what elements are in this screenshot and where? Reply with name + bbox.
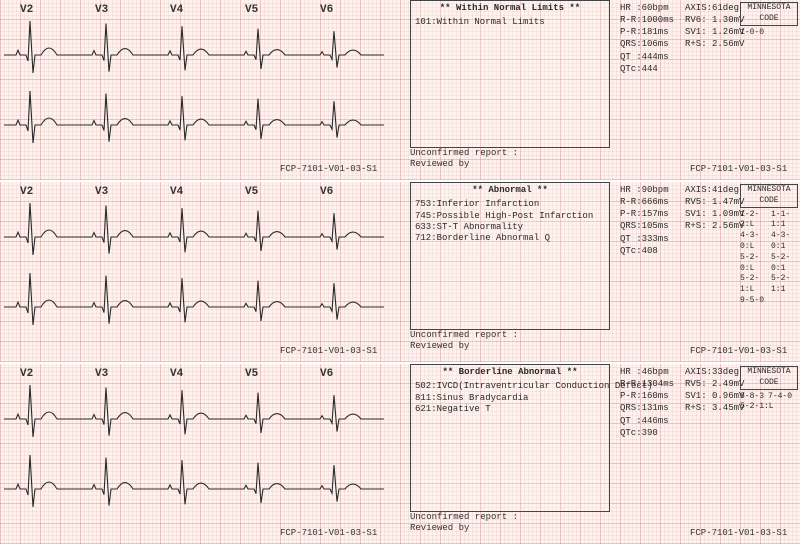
ecg-waveform-area: V2 V3 V4 V5 V6 bbox=[0, 182, 400, 362]
meas-item: HR :90bpm bbox=[620, 184, 690, 196]
footer-code: FCP-7101-V01-03-S1 bbox=[690, 346, 787, 356]
meas-item: RV6: 1.30mV bbox=[685, 14, 745, 26]
report-footer-line: Unconfirmed report : bbox=[410, 330, 610, 341]
meas-item: HR :60bpm bbox=[620, 2, 690, 14]
minnesota-code-box: MINNESOTA CODE 1-0-0 bbox=[740, 2, 798, 38]
report-box: ** Abnormal ** 753:Inferior Infarction 7… bbox=[410, 182, 610, 330]
report-title: ** Borderline Abnormal ** bbox=[415, 367, 605, 378]
mn-code: 5-2-1:L bbox=[740, 274, 767, 296]
mn-code: 4-3-0:1 bbox=[771, 231, 798, 253]
measurements-col1: HR :90bpm R-R:666ms P-R:157ms QRS:105ms … bbox=[620, 184, 690, 257]
meas-item: R+S: 2.56mV bbox=[685, 220, 745, 232]
meas-item: R+S: 2.56mV bbox=[685, 38, 745, 50]
report-footer-line: Reviewed by bbox=[410, 159, 610, 170]
mn-code: 1-0-0 bbox=[740, 28, 764, 39]
report-footer-line: Unconfirmed report : bbox=[410, 512, 610, 523]
meas-item: AXIS:41deg bbox=[685, 184, 745, 196]
measurements-col1: HR :60bpm R-R:1000ms P-R:181ms QRS:106ms… bbox=[620, 2, 690, 75]
meas-item: HR :46bpm bbox=[620, 366, 690, 378]
meas-item: SV1: 0.96mV bbox=[685, 390, 745, 402]
report-title: ** Within Normal Limits ** bbox=[415, 3, 605, 14]
meas-item: R-R:1000ms bbox=[620, 14, 690, 26]
report-box: ** Borderline Abnormal ** 502:IVCD(Intra… bbox=[410, 364, 610, 512]
meas-item: AXIS:61deg bbox=[685, 2, 745, 14]
mn-code: 1-1-1:1 bbox=[771, 210, 798, 232]
footer-code: FCP-7101-V01-03-S1 bbox=[690, 164, 787, 174]
meas-item: QTc:408 bbox=[620, 245, 690, 257]
meas-item: QT :446ms bbox=[620, 415, 690, 427]
mn-code: 7-4-0 bbox=[768, 392, 792, 403]
meas-item: SV1: 1.09mV bbox=[685, 208, 745, 220]
mn-header: MINNESOTA CODE bbox=[740, 2, 798, 26]
report-line: 502:IVCD(Intraventricular Conduction Def… bbox=[415, 381, 605, 392]
meas-item: RV5: 1.47mV bbox=[685, 196, 745, 208]
meas-item: P-R:160ms bbox=[620, 390, 690, 402]
minnesota-code-box: MINNESOTA CODE 8-8-3 7-4-0 5-2-1:L bbox=[740, 366, 798, 413]
ecg-trace bbox=[0, 182, 400, 342]
ecg-strip-2: V2 V3 V4 V5 V6 ** Abnormal ** 753:Inferi… bbox=[0, 182, 800, 364]
report-line: 621:Negative T bbox=[415, 404, 605, 415]
report-footer-line: Reviewed by bbox=[410, 341, 610, 352]
report-line: 753:Inferior Infarction bbox=[415, 199, 605, 210]
meas-item: QT :333ms bbox=[620, 233, 690, 245]
mn-code: 4-3-0:L bbox=[740, 231, 767, 253]
report-footer: Unconfirmed report : Reviewed by bbox=[410, 512, 610, 534]
report-line: 712:Borderline Abnormal Q bbox=[415, 233, 605, 244]
ecg-trace bbox=[0, 364, 400, 524]
mn-code: 5-2-0:L bbox=[740, 253, 767, 275]
footer-code: FCP-7101-V01-03-S1 bbox=[690, 528, 787, 538]
report-line: 633:ST-T Abnormality bbox=[415, 222, 605, 233]
meas-item: QRS:105ms bbox=[620, 220, 690, 232]
report-footer-line: Unconfirmed report : bbox=[410, 148, 610, 159]
report-line: 101:Within Normal Limits bbox=[415, 17, 605, 28]
report-footer: Unconfirmed report : Reviewed by bbox=[410, 330, 610, 352]
report-line: 811:Sinus Bradycardia bbox=[415, 393, 605, 404]
ecg-waveform-area: V2 V3 V4 V5 V6 bbox=[0, 0, 400, 180]
mn-header: MINNESOTA CODE bbox=[740, 366, 798, 390]
report-footer-line: Reviewed by bbox=[410, 523, 610, 534]
mn-code: 5-2-1:L bbox=[740, 402, 774, 413]
meas-item: AXIS:33deg bbox=[685, 366, 745, 378]
measurements-col2: AXIS:61deg RV6: 1.30mV SV1: 1.26mV R+S: … bbox=[685, 2, 745, 51]
measurements-col2: AXIS:41deg RV5: 1.47mV SV1: 1.09mV R+S: … bbox=[685, 184, 745, 233]
meas-item: RV5: 2.49mV bbox=[685, 378, 745, 390]
meas-item: R+S: 3.45mV bbox=[685, 402, 745, 414]
meas-item: QRS:131ms bbox=[620, 402, 690, 414]
mn-code: 8-8-3 bbox=[740, 392, 764, 403]
report-line: 745:Possible High-Post Infarction bbox=[415, 211, 605, 222]
report-footer: Unconfirmed report : Reviewed by bbox=[410, 148, 610, 170]
measurements-col2: AXIS:33deg RV5: 2.49mV SV1: 0.96mV R+S: … bbox=[685, 366, 745, 415]
mn-code: 9-5-0 bbox=[740, 296, 764, 307]
report-title: ** Abnormal ** bbox=[415, 185, 605, 196]
ecg-waveform-area: V2 V3 V4 V5 V6 bbox=[0, 364, 400, 544]
ecg-trace bbox=[0, 0, 400, 160]
mn-header: MINNESOTA CODE bbox=[740, 184, 798, 208]
meas-item: R-R:666ms bbox=[620, 196, 690, 208]
meas-item: SV1: 1.26mV bbox=[685, 26, 745, 38]
meas-item: QTc:390 bbox=[620, 427, 690, 439]
mn-code: 1-2-2:L bbox=[740, 210, 767, 232]
mn-code: 5-2-1:1 bbox=[771, 274, 798, 296]
minnesota-code-box: MINNESOTA CODE 1-2-2:L1-1-1:1 4-3-0:L4-3… bbox=[740, 184, 798, 307]
meas-item: P-R:181ms bbox=[620, 26, 690, 38]
ecg-strip-3: V2 V3 V4 V5 V6 ** Borderline Abnormal **… bbox=[0, 364, 800, 546]
meas-item: R-R:1304ms bbox=[620, 378, 690, 390]
mn-code: 5-2-0:1 bbox=[771, 253, 798, 275]
footer-code: FCP-7101-V01-03-S1 bbox=[280, 346, 377, 356]
ecg-strip-1: V2 V3 V4 V5 V6 ** Within Normal Limits *… bbox=[0, 0, 800, 182]
meas-item: QTc:444 bbox=[620, 63, 690, 75]
measurements-col1: HR :46bpm R-R:1304ms P-R:160ms QRS:131ms… bbox=[620, 366, 690, 439]
meas-item: QT :444ms bbox=[620, 51, 690, 63]
footer-code: FCP-7101-V01-03-S1 bbox=[280, 528, 377, 538]
report-box: ** Within Normal Limits ** 101:Within No… bbox=[410, 0, 610, 148]
meas-item: P-R:157ms bbox=[620, 208, 690, 220]
meas-item: QRS:106ms bbox=[620, 38, 690, 50]
footer-code: FCP-7101-V01-03-S1 bbox=[280, 164, 377, 174]
